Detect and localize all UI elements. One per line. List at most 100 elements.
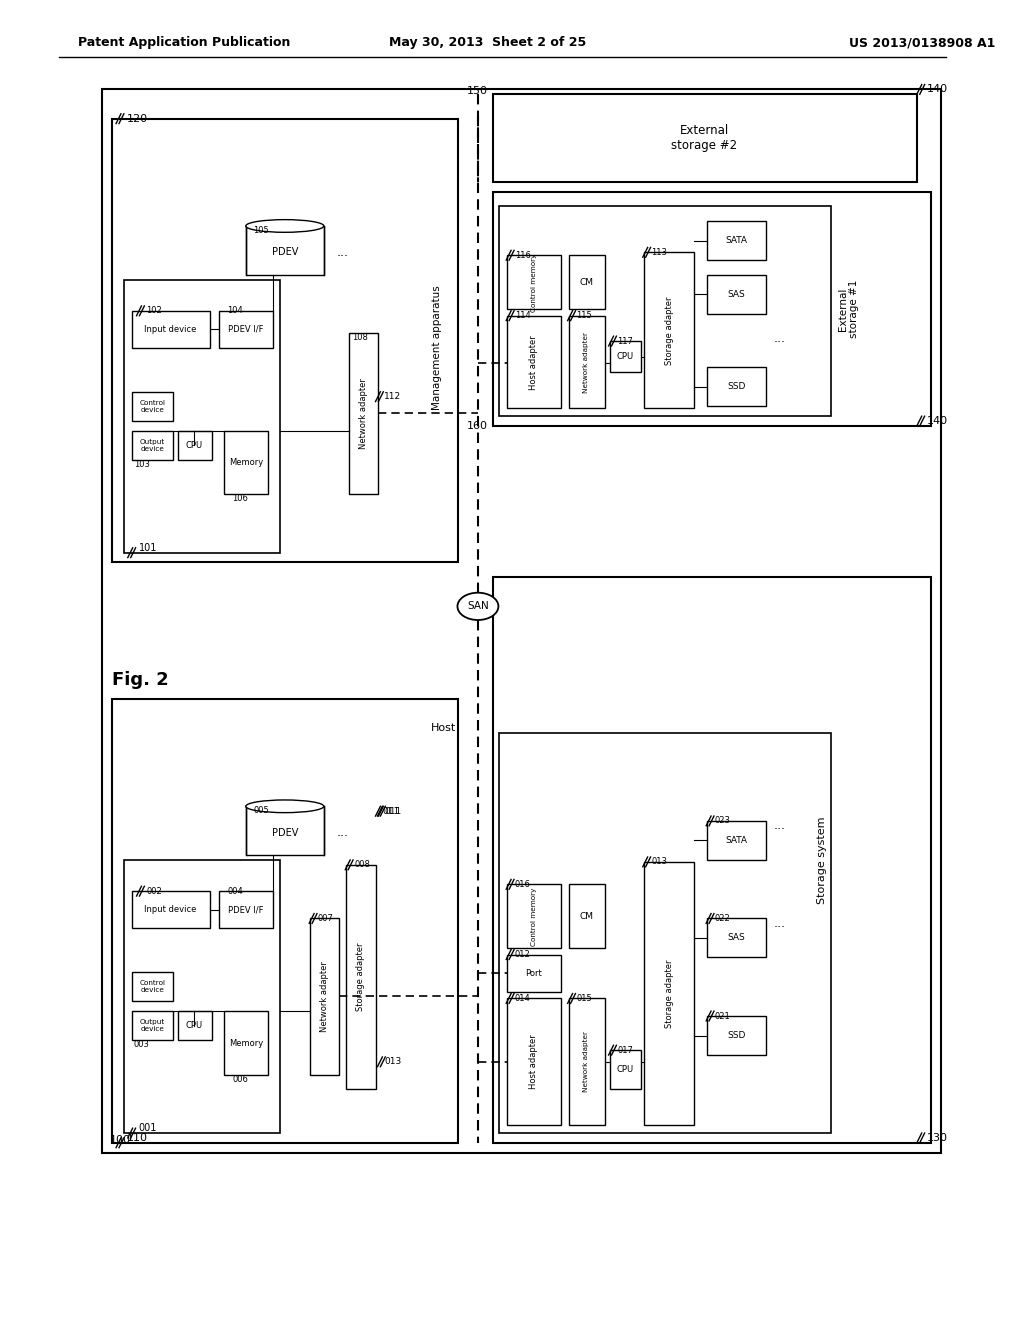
Bar bbox=[708, 275, 766, 314]
Text: Memory: Memory bbox=[228, 458, 263, 467]
Text: SATA: SATA bbox=[725, 236, 748, 246]
Text: Network adapter: Network adapter bbox=[359, 378, 369, 449]
Text: PDEV: PDEV bbox=[271, 247, 298, 257]
Bar bbox=[507, 315, 561, 408]
Bar bbox=[177, 430, 212, 461]
Text: 013: 013 bbox=[384, 1057, 401, 1067]
Text: External
storage #1: External storage #1 bbox=[838, 280, 859, 338]
Text: 001: 001 bbox=[138, 1123, 157, 1133]
Bar bbox=[568, 998, 605, 1125]
Bar bbox=[644, 252, 694, 408]
Text: 113: 113 bbox=[651, 248, 668, 257]
Bar bbox=[500, 733, 831, 1133]
Text: CPU: CPU bbox=[616, 352, 634, 362]
Text: 005: 005 bbox=[254, 807, 269, 816]
Bar bbox=[568, 884, 605, 948]
Text: ...: ... bbox=[337, 826, 348, 840]
Text: ...: ... bbox=[773, 917, 785, 929]
Text: 140: 140 bbox=[927, 84, 948, 95]
Text: 016: 016 bbox=[515, 880, 530, 888]
Text: Host: Host bbox=[431, 723, 457, 734]
Bar bbox=[246, 807, 324, 855]
Text: 116: 116 bbox=[515, 251, 530, 260]
Text: 006: 006 bbox=[232, 1074, 248, 1084]
Text: SATA: SATA bbox=[725, 836, 748, 845]
Text: SSD: SSD bbox=[727, 383, 745, 392]
Text: 012: 012 bbox=[515, 950, 530, 960]
Text: 023: 023 bbox=[715, 817, 731, 825]
Bar bbox=[224, 1011, 268, 1074]
Text: Control
device: Control device bbox=[139, 400, 165, 413]
Bar bbox=[609, 1051, 641, 1089]
Text: 101: 101 bbox=[138, 543, 157, 553]
Ellipse shape bbox=[246, 219, 324, 232]
Text: 004: 004 bbox=[227, 887, 243, 896]
Text: US 2013/0138908 A1: US 2013/0138908 A1 bbox=[849, 36, 995, 49]
Text: Management apparatus: Management apparatus bbox=[432, 285, 442, 411]
Text: 110: 110 bbox=[127, 1133, 147, 1143]
Bar bbox=[310, 919, 339, 1074]
Bar bbox=[493, 577, 932, 1143]
Bar bbox=[493, 191, 932, 426]
Text: SAS: SAS bbox=[727, 933, 745, 942]
Text: Storage system: Storage system bbox=[817, 816, 827, 904]
Bar bbox=[708, 919, 766, 957]
Bar bbox=[507, 954, 561, 991]
Bar bbox=[708, 220, 766, 260]
Bar bbox=[124, 859, 280, 1133]
Bar bbox=[493, 94, 916, 182]
Bar bbox=[246, 226, 324, 275]
Bar bbox=[507, 255, 561, 309]
Text: 008: 008 bbox=[354, 861, 370, 870]
Text: 150: 150 bbox=[467, 86, 487, 96]
Text: 103: 103 bbox=[133, 461, 150, 469]
Bar bbox=[708, 821, 766, 859]
Text: ...: ... bbox=[773, 331, 785, 345]
Text: Network adapter: Network adapter bbox=[584, 1031, 589, 1093]
Text: Storage adapter: Storage adapter bbox=[356, 942, 366, 1011]
Text: Network adapter: Network adapter bbox=[584, 333, 589, 393]
Text: External
storage #2: External storage #2 bbox=[671, 124, 737, 152]
Bar bbox=[132, 972, 173, 1002]
Text: 115: 115 bbox=[577, 312, 592, 321]
Text: 014: 014 bbox=[515, 994, 530, 1003]
Text: SSD: SSD bbox=[727, 1031, 745, 1040]
Bar bbox=[568, 315, 605, 408]
Bar bbox=[219, 310, 273, 348]
Text: Control memory: Control memory bbox=[530, 887, 537, 945]
Text: Memory: Memory bbox=[228, 1039, 263, 1048]
Text: CM: CM bbox=[580, 912, 593, 921]
Bar bbox=[644, 862, 694, 1125]
Bar bbox=[349, 333, 379, 494]
Bar bbox=[346, 865, 376, 1089]
Text: Patent Application Publication: Patent Application Publication bbox=[78, 36, 291, 49]
Text: 102: 102 bbox=[146, 306, 162, 315]
Text: PDEV: PDEV bbox=[271, 828, 298, 838]
Bar bbox=[132, 891, 210, 928]
Bar bbox=[132, 392, 173, 421]
Bar bbox=[507, 998, 561, 1125]
Bar bbox=[219, 891, 273, 928]
Text: SAS: SAS bbox=[727, 290, 745, 298]
Bar bbox=[507, 884, 561, 948]
Text: Control memory: Control memory bbox=[530, 253, 537, 312]
Bar bbox=[113, 700, 459, 1143]
Text: 003: 003 bbox=[133, 1040, 150, 1049]
Text: Output
device: Output device bbox=[139, 1019, 165, 1032]
Text: PDEV I/F: PDEV I/F bbox=[228, 906, 263, 915]
Bar bbox=[568, 255, 605, 309]
Text: Storage adapter: Storage adapter bbox=[665, 960, 674, 1028]
Bar bbox=[113, 119, 459, 562]
Text: 011: 011 bbox=[384, 807, 401, 816]
Text: May 30, 2013  Sheet 2 of 25: May 30, 2013 Sheet 2 of 25 bbox=[389, 36, 587, 49]
Text: Fig. 2: Fig. 2 bbox=[113, 671, 169, 689]
Ellipse shape bbox=[246, 800, 324, 813]
Text: 114: 114 bbox=[515, 312, 530, 321]
Bar bbox=[500, 206, 831, 416]
Text: SAN: SAN bbox=[467, 602, 488, 611]
Text: Host adapter: Host adapter bbox=[529, 335, 538, 389]
Text: 108: 108 bbox=[352, 333, 368, 342]
Text: CM: CM bbox=[580, 279, 593, 286]
Text: Input device: Input device bbox=[144, 906, 197, 915]
Text: 120: 120 bbox=[127, 114, 147, 124]
